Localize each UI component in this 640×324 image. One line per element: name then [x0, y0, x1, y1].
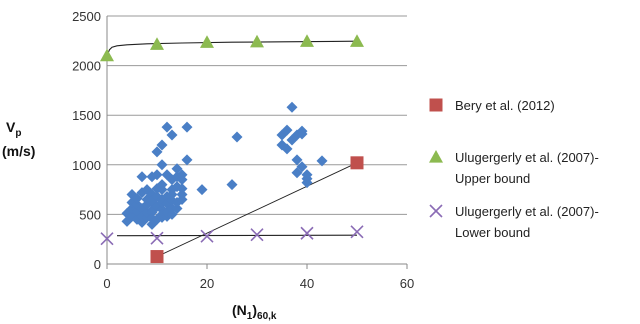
- data-point-diamond: [301, 169, 313, 181]
- data-point-diamond: [136, 171, 148, 183]
- y-tick-label: 1000: [72, 158, 101, 173]
- data-point-upper-bound: [300, 34, 314, 47]
- legend-label: Ulugergerly et al. (2007)-: [455, 150, 599, 165]
- data-point-bery: [150, 250, 164, 264]
- data-point-diamond: [181, 154, 193, 166]
- y-axis-title-subscript: p: [15, 128, 21, 139]
- data-point-lower-bound: [300, 226, 314, 240]
- data-point-diamond: [291, 154, 303, 166]
- legend-label: Upper bound: [455, 171, 530, 186]
- data-point-diamond: [181, 121, 193, 133]
- bery-trend-line: [156, 162, 358, 258]
- y-tick-label: 0: [94, 257, 101, 272]
- data-point-diamond: [286, 101, 298, 113]
- data-point-diamond: [296, 128, 308, 140]
- x-tick-label: 40: [300, 276, 314, 291]
- data-point-lower-bound: [100, 232, 114, 246]
- y-axis-title-units: (m/s): [2, 143, 35, 159]
- data-point-upper-bound: [100, 48, 114, 62]
- legend-label: Ulugergerly et al. (2007)-: [455, 204, 599, 219]
- series-lines: [106, 40, 358, 258]
- data-points: [100, 34, 364, 264]
- legend-label: Bery et al. (2012): [455, 98, 555, 113]
- lower-bound-line: [116, 234, 358, 237]
- data-point-diamond: [281, 143, 293, 155]
- x-marker-stroke: [350, 225, 364, 239]
- x-tick-label: 0: [103, 276, 110, 291]
- data-point-diamond: [156, 179, 168, 191]
- data-point-diamond: [171, 202, 183, 214]
- x-marker-stroke: [150, 231, 164, 245]
- legend-marker: [429, 204, 443, 218]
- x-marker-stroke: [100, 232, 114, 246]
- x-tick-labels: 0 20 40 60: [103, 276, 414, 291]
- y-axis-title: Vp: [6, 119, 21, 139]
- data-point-diamond: [156, 159, 168, 171]
- legend-label: Lower bound: [455, 225, 530, 240]
- x-tick-label: 60: [400, 276, 414, 291]
- x-tick-label: 20: [200, 276, 214, 291]
- data-point-diamond: [226, 179, 238, 191]
- data-point-lower-bound: [200, 229, 214, 243]
- data-point-upper-bound: [250, 34, 264, 48]
- axes: [106, 16, 408, 269]
- data-point-upper-bound: [350, 34, 364, 47]
- data-point-lower-bound: [150, 231, 164, 245]
- data-point-lower-bound: [250, 228, 264, 242]
- legend: Bery et al. (2012) Ulugergerly et al. (20…: [429, 98, 599, 240]
- y-tick-label: 1500: [72, 108, 101, 123]
- data-point-diamond: [296, 161, 308, 173]
- y-tick-label: 2500: [72, 9, 101, 24]
- data-point-diamond: [176, 183, 188, 195]
- data-point-diamond: [151, 146, 163, 158]
- y-tick-label: 500: [79, 207, 101, 222]
- data-point-upper-bound: [200, 35, 214, 48]
- x-axis-title: (N1)60,k: [232, 302, 277, 322]
- data-point-lower-bound: [350, 225, 364, 239]
- y-tick-label: 2000: [72, 59, 101, 74]
- y-tick-labels: 0 500 1000 1500 2000 2500: [72, 9, 101, 272]
- legend-marker: [429, 98, 443, 112]
- data-point-diamond: [156, 139, 168, 151]
- x-marker-stroke: [250, 228, 264, 242]
- data-point-diamond: [316, 155, 328, 167]
- data-point-diamond: [281, 124, 293, 136]
- x-marker-stroke: [200, 229, 214, 243]
- data-point-upper-bound: [150, 37, 164, 50]
- data-point-diamond: [176, 169, 188, 181]
- data-point-diamond: [161, 121, 173, 133]
- data-point-diamond: [151, 169, 163, 181]
- data-point-diamond: [231, 131, 243, 143]
- x-marker-stroke: [429, 204, 443, 218]
- data-point-diamond: [176, 189, 188, 201]
- upper-bound-curve: [106, 40, 358, 56]
- x-marker-stroke: [300, 226, 314, 240]
- data-point-diamond: [166, 189, 178, 201]
- data-point-bery: [350, 156, 364, 170]
- data-point-diamond: [301, 177, 313, 189]
- data-point-diamond: [196, 184, 208, 196]
- data-point-diamond: [166, 129, 178, 141]
- legend-marker: [429, 150, 443, 163]
